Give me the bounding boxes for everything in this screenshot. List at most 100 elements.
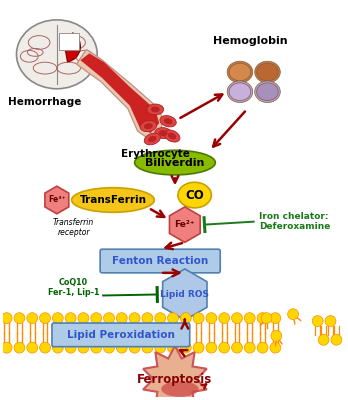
Ellipse shape bbox=[257, 83, 278, 100]
Polygon shape bbox=[77, 49, 163, 138]
Polygon shape bbox=[169, 207, 200, 242]
Circle shape bbox=[142, 342, 153, 353]
Text: CO: CO bbox=[185, 188, 204, 202]
Ellipse shape bbox=[229, 63, 251, 81]
Circle shape bbox=[53, 313, 63, 324]
Circle shape bbox=[193, 313, 204, 324]
Ellipse shape bbox=[144, 133, 160, 145]
Polygon shape bbox=[163, 269, 207, 320]
Circle shape bbox=[116, 313, 127, 324]
Circle shape bbox=[244, 342, 255, 353]
Ellipse shape bbox=[255, 61, 280, 83]
Ellipse shape bbox=[148, 136, 157, 142]
Text: Ferroptosis: Ferroptosis bbox=[137, 373, 213, 386]
Bar bbox=[59, 33, 79, 50]
Circle shape bbox=[180, 342, 191, 353]
Circle shape bbox=[91, 313, 102, 324]
Circle shape bbox=[231, 342, 243, 353]
Circle shape bbox=[1, 342, 12, 353]
Text: TransFerrin: TransFerrin bbox=[79, 195, 147, 205]
Wedge shape bbox=[65, 33, 80, 62]
Ellipse shape bbox=[135, 150, 215, 175]
Circle shape bbox=[129, 342, 140, 353]
Polygon shape bbox=[45, 186, 69, 214]
Circle shape bbox=[180, 313, 191, 324]
Ellipse shape bbox=[161, 381, 199, 397]
Circle shape bbox=[27, 313, 38, 324]
Ellipse shape bbox=[151, 106, 160, 112]
Text: Lipid ROS: Lipid ROS bbox=[160, 290, 209, 299]
Ellipse shape bbox=[257, 63, 278, 81]
Ellipse shape bbox=[159, 130, 168, 136]
Ellipse shape bbox=[255, 81, 280, 102]
Text: Fe³⁺: Fe³⁺ bbox=[48, 196, 66, 204]
Circle shape bbox=[318, 334, 329, 345]
Circle shape bbox=[65, 342, 76, 353]
Ellipse shape bbox=[147, 104, 164, 115]
Circle shape bbox=[168, 342, 179, 353]
Text: Transferrin
receptor: Transferrin receptor bbox=[53, 218, 94, 237]
Circle shape bbox=[14, 342, 25, 353]
Ellipse shape bbox=[229, 83, 251, 100]
Ellipse shape bbox=[16, 20, 97, 89]
Ellipse shape bbox=[227, 61, 253, 83]
Circle shape bbox=[219, 313, 230, 324]
Polygon shape bbox=[80, 53, 159, 133]
Circle shape bbox=[129, 313, 140, 324]
Circle shape bbox=[78, 313, 89, 324]
Circle shape bbox=[104, 342, 114, 353]
Circle shape bbox=[270, 313, 281, 324]
FancyBboxPatch shape bbox=[52, 323, 190, 347]
Circle shape bbox=[270, 342, 281, 353]
Circle shape bbox=[116, 342, 127, 353]
Circle shape bbox=[244, 313, 255, 324]
Circle shape bbox=[168, 313, 179, 324]
Ellipse shape bbox=[144, 123, 153, 129]
Ellipse shape bbox=[164, 130, 180, 142]
FancyBboxPatch shape bbox=[100, 249, 220, 273]
Text: Hemoglobin: Hemoglobin bbox=[213, 36, 288, 46]
Circle shape bbox=[206, 342, 217, 353]
Text: Erythrocyte: Erythrocyte bbox=[121, 149, 190, 159]
Circle shape bbox=[155, 342, 166, 353]
Ellipse shape bbox=[160, 116, 176, 127]
Circle shape bbox=[312, 316, 323, 326]
Circle shape bbox=[257, 313, 268, 324]
Circle shape bbox=[206, 313, 217, 324]
Text: CoQ10
Fer-1, Lip-1: CoQ10 Fer-1, Lip-1 bbox=[48, 278, 99, 297]
Text: Hemorrhage: Hemorrhage bbox=[8, 97, 82, 107]
Ellipse shape bbox=[227, 81, 253, 102]
Ellipse shape bbox=[168, 133, 176, 139]
Circle shape bbox=[1, 313, 12, 324]
Circle shape bbox=[104, 313, 114, 324]
Text: Fenton Reaction: Fenton Reaction bbox=[112, 256, 208, 266]
Polygon shape bbox=[143, 346, 207, 400]
Circle shape bbox=[271, 330, 282, 341]
Circle shape bbox=[53, 342, 63, 353]
Circle shape bbox=[27, 342, 38, 353]
Circle shape bbox=[257, 342, 268, 353]
Circle shape bbox=[231, 313, 243, 324]
Circle shape bbox=[325, 316, 336, 326]
Circle shape bbox=[40, 342, 50, 353]
Ellipse shape bbox=[140, 121, 157, 132]
Circle shape bbox=[142, 313, 153, 324]
Circle shape bbox=[288, 309, 299, 320]
Text: Iron chelator:
Deferoxamine: Iron chelator: Deferoxamine bbox=[259, 212, 330, 231]
Circle shape bbox=[14, 313, 25, 324]
Circle shape bbox=[65, 313, 76, 324]
Circle shape bbox=[155, 313, 166, 324]
Circle shape bbox=[40, 313, 50, 324]
Circle shape bbox=[219, 342, 230, 353]
Ellipse shape bbox=[155, 128, 172, 138]
Circle shape bbox=[78, 342, 89, 353]
Circle shape bbox=[331, 334, 342, 345]
Circle shape bbox=[91, 342, 102, 353]
Ellipse shape bbox=[164, 118, 172, 124]
Ellipse shape bbox=[178, 182, 211, 208]
Circle shape bbox=[261, 313, 272, 324]
Text: Biliverdin: Biliverdin bbox=[145, 158, 205, 168]
Text: Lipid Peroxidation: Lipid Peroxidation bbox=[67, 330, 175, 340]
Ellipse shape bbox=[72, 188, 154, 212]
Text: Fe²⁺: Fe²⁺ bbox=[175, 220, 195, 229]
